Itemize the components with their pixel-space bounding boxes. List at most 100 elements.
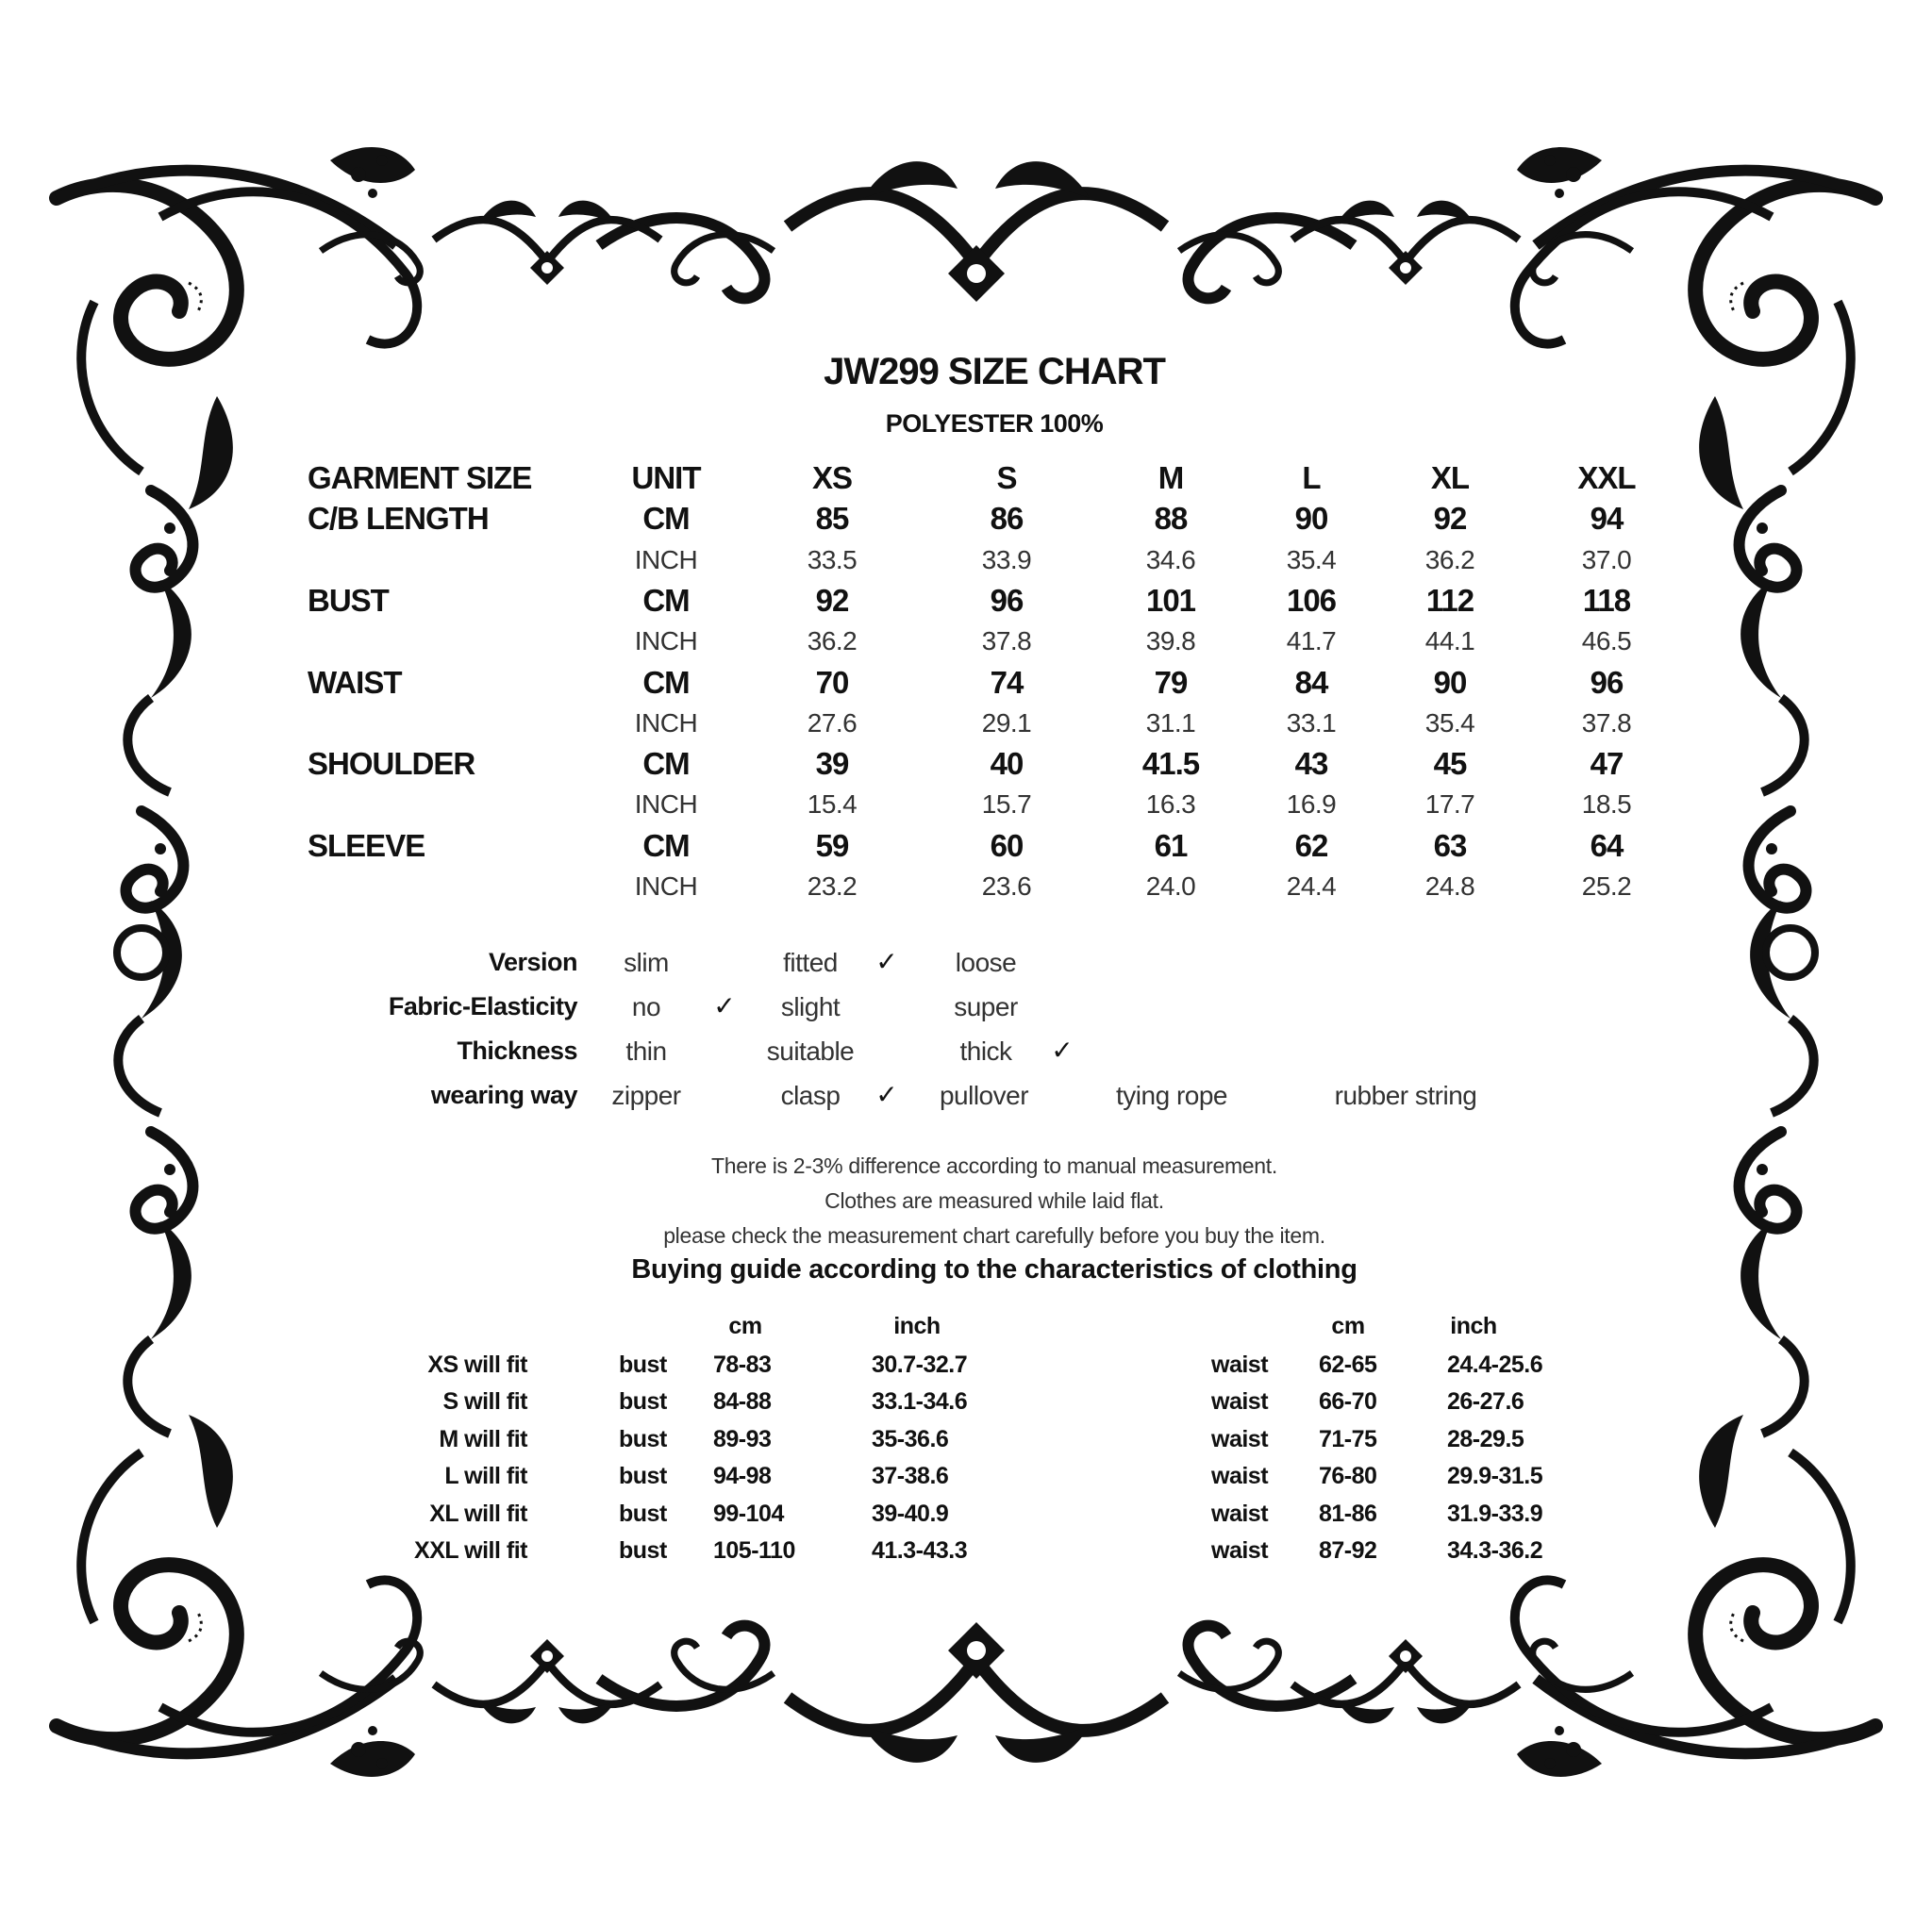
header-unit: UNIT bbox=[631, 460, 702, 495]
inch-value: 37.8 bbox=[981, 626, 1032, 656]
guide-bust-cm: 78-83 bbox=[713, 1352, 772, 1378]
buying-guide-title: Buying guide according to the characteri… bbox=[631, 1254, 1357, 1285]
guide-bust-inch: 37-38.6 bbox=[872, 1463, 949, 1490]
cm-value: 101 bbox=[1145, 582, 1196, 618]
cm-value: 62 bbox=[1294, 827, 1329, 863]
inch-value: 24.0 bbox=[1145, 871, 1196, 901]
guide-bust-label: bust bbox=[619, 1500, 667, 1527]
cm-value: 106 bbox=[1286, 582, 1337, 618]
inch-value: 15.4 bbox=[807, 789, 858, 820]
unit-inch: INCH bbox=[634, 871, 698, 901]
inch-value: 33.1 bbox=[1286, 707, 1337, 738]
inch-value: 29.1 bbox=[981, 707, 1032, 738]
checkmark-icon: ✓ bbox=[713, 991, 736, 1020]
guide-waist-cm: 71-75 bbox=[1319, 1425, 1377, 1452]
attribute-option: slim bbox=[624, 948, 669, 977]
cm-value: 92 bbox=[1433, 501, 1468, 537]
cm-value: 61 bbox=[1154, 827, 1189, 863]
inch-value: 37.8 bbox=[1581, 707, 1632, 738]
guide-size-label: L will fit bbox=[444, 1463, 527, 1490]
attribute-option: slight bbox=[780, 992, 841, 1021]
header-xs: XS bbox=[811, 460, 853, 495]
attribute-label: wearing way bbox=[430, 1081, 578, 1109]
cm-value: 64 bbox=[1590, 827, 1624, 863]
attribute-option: suitable bbox=[766, 1037, 855, 1066]
cm-value: 70 bbox=[815, 664, 850, 700]
guide-inch-header: inch bbox=[893, 1313, 941, 1339]
fabric-subtitle: POLYESTER 100% bbox=[885, 409, 1104, 438]
inch-value: 34.6 bbox=[1145, 544, 1196, 574]
cm-value: 74 bbox=[990, 664, 1024, 700]
guide-waist-cm: 87-92 bbox=[1319, 1537, 1377, 1564]
header-xl: XL bbox=[1430, 460, 1470, 495]
inch-value: 17.7 bbox=[1424, 789, 1475, 820]
unit-cm: CM bbox=[642, 827, 690, 863]
guide-waist-cm: 81-86 bbox=[1319, 1500, 1377, 1527]
row-label: SHOULDER bbox=[308, 746, 475, 782]
checkmark-icon: ✓ bbox=[1051, 1036, 1074, 1065]
inch-value: 33.5 bbox=[807, 544, 858, 574]
guide-cm-header: cm bbox=[1331, 1313, 1365, 1339]
inch-value: 37.0 bbox=[1581, 544, 1632, 574]
cm-value: 39 bbox=[815, 746, 850, 782]
inch-value: 25.2 bbox=[1581, 871, 1632, 901]
header-s: S bbox=[996, 460, 1017, 495]
row-label: SLEEVE bbox=[308, 827, 425, 863]
header-xxl: XXL bbox=[1577, 460, 1636, 495]
inch-value: 24.4 bbox=[1286, 871, 1337, 901]
cm-value: 41.5 bbox=[1141, 746, 1200, 782]
guide-bust-cm: 94-98 bbox=[713, 1463, 772, 1490]
guide-waist-label: waist bbox=[1211, 1425, 1269, 1452]
attribute-option: clasp bbox=[780, 1081, 841, 1110]
cm-value: 112 bbox=[1425, 582, 1474, 618]
guide-waist-label: waist bbox=[1211, 1500, 1269, 1527]
guide-waist-label: waist bbox=[1211, 1388, 1269, 1416]
attribute-option: thin bbox=[625, 1037, 667, 1066]
inch-value: 46.5 bbox=[1581, 626, 1632, 656]
inch-value: 18.5 bbox=[1581, 789, 1632, 820]
cm-value: 94 bbox=[1590, 501, 1624, 537]
guide-bust-cm: 89-93 bbox=[713, 1425, 772, 1452]
cm-value: 92 bbox=[815, 582, 850, 618]
inch-value: 16.9 bbox=[1286, 789, 1337, 820]
cm-value: 90 bbox=[1294, 501, 1329, 537]
attribute-option: fitted bbox=[783, 948, 838, 977]
guide-waist-cm: 66-70 bbox=[1319, 1388, 1377, 1416]
inch-value: 44.1 bbox=[1424, 626, 1475, 656]
cm-value: 40 bbox=[990, 746, 1024, 782]
attribute-option: pullover bbox=[939, 1081, 1029, 1110]
guide-size-label: XL will fit bbox=[429, 1500, 527, 1527]
guide-waist-cm: 76-80 bbox=[1319, 1463, 1377, 1490]
note-line: Clothes are measured while laid flat. bbox=[824, 1188, 1164, 1213]
attribute-option: no bbox=[631, 992, 661, 1021]
cm-value: 96 bbox=[990, 582, 1024, 618]
guide-bust-inch: 39-40.9 bbox=[872, 1500, 949, 1527]
guide-bust-cm: 105-110 bbox=[713, 1537, 795, 1564]
cm-value: 84 bbox=[1294, 664, 1329, 700]
cm-value: 60 bbox=[990, 827, 1024, 863]
row-label: C/B LENGTH bbox=[308, 501, 490, 537]
inch-value: 27.6 bbox=[807, 707, 858, 738]
guide-waist-cm: 62-65 bbox=[1319, 1352, 1377, 1378]
attribute-option: rubber string bbox=[1334, 1081, 1477, 1110]
unit-cm: CM bbox=[642, 664, 690, 700]
page-title: JW299 SIZE CHART bbox=[824, 351, 1166, 392]
cm-value: 59 bbox=[815, 827, 850, 863]
cm-value: 90 bbox=[1433, 664, 1468, 700]
guide-bust-inch: 41.3-43.3 bbox=[872, 1537, 968, 1564]
header-garment-size: GARMENT SIZE bbox=[308, 460, 532, 495]
inch-value: 15.7 bbox=[981, 789, 1032, 820]
guide-inch-header: inch bbox=[1450, 1313, 1497, 1339]
attribute-option: tying rope bbox=[1116, 1081, 1227, 1110]
guide-size-label: S will fit bbox=[442, 1388, 528, 1416]
guide-bust-cm: 99-104 bbox=[713, 1500, 784, 1527]
header-m: M bbox=[1158, 460, 1184, 495]
cm-value: 96 bbox=[1590, 664, 1624, 700]
guide-waist-label: waist bbox=[1211, 1352, 1269, 1378]
cm-value: 79 bbox=[1154, 664, 1189, 700]
checkmark-icon: ✓ bbox=[875, 947, 898, 976]
note-line: please check the measurement chart caref… bbox=[663, 1223, 1325, 1248]
guide-waist-inch: 34.3-36.2 bbox=[1447, 1537, 1543, 1564]
guide-cm-header: cm bbox=[728, 1313, 762, 1339]
